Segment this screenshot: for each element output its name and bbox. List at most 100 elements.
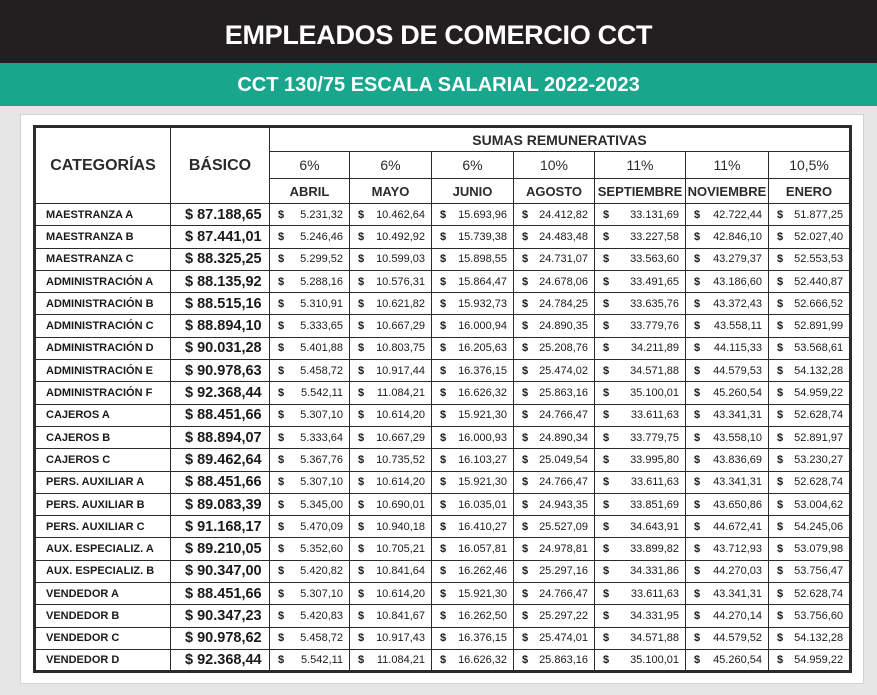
currency-symbol: $ (440, 275, 447, 288)
currency-symbol: $ (440, 253, 447, 266)
basic-salary-cell: $ 88.515,16 (170, 292, 270, 316)
currency-symbol: $ (440, 364, 447, 377)
amount-value: 24.731,07 (539, 253, 588, 266)
currency-symbol: $ (522, 409, 529, 422)
amount-value: 43.341,31 (713, 409, 762, 422)
amount-value: 25.863,16 (539, 654, 588, 667)
currency-symbol: $ (777, 364, 784, 377)
percent-header: 11% (685, 151, 769, 179)
amount-cell: $16.410,27 (431, 515, 514, 539)
amount-cell: $5.458,72 (269, 359, 350, 383)
category-cell: ADMINISTRACIÓN A (34, 269, 171, 294)
amount-value: 10.917,43 (376, 632, 425, 645)
currency-symbol: $ (603, 543, 610, 556)
currency-symbol: $ (777, 230, 784, 243)
currency-symbol: $ (777, 565, 784, 578)
amount-value: 5.345,00 (300, 498, 343, 511)
amount-value: 52.891,99 (794, 320, 844, 333)
currency-symbol: $ (694, 364, 701, 377)
currency-symbol: $ (440, 230, 447, 243)
amount-cell: $10.841,64 (349, 559, 432, 584)
salary-card: CATEGORÍAS BÁSICO SUMAS REMUNERATIVAS 6%… (20, 114, 864, 684)
amount-value: 53.756,47 (794, 565, 844, 578)
amount-value: 53.004,62 (794, 498, 844, 511)
currency-symbol: $ (278, 297, 285, 310)
page-subtitle: CCT 130/75 ESCALA SALARIAL 2022-2023 (0, 63, 877, 106)
amount-cell: $35.100,01 (594, 648, 686, 673)
basic-salary-cell: $ 89.210,05 (170, 537, 270, 561)
currency-symbol: $ (603, 297, 610, 310)
currency-symbol: $ (777, 632, 784, 645)
amount-cell: $43.836,69 (685, 448, 769, 472)
amount-cell: $33.779,76 (594, 314, 686, 338)
amount-cell: $10.621,82 (349, 292, 432, 316)
salary-table: CATEGORÍAS BÁSICO SUMAS REMUNERATIVAS 6%… (33, 125, 853, 674)
currency-symbol: $ (603, 609, 610, 622)
amount-cell: $42.846,10 (685, 225, 769, 249)
amount-value: 5.307,10 (300, 409, 343, 422)
currency-symbol: $ (440, 431, 447, 444)
table-row: ADMINISTRACIÓN A $ 88.135,92 $5.288,16 $10.… (34, 269, 852, 294)
amount-value: 24.978,81 (539, 543, 588, 556)
amount-cell: $44.672,41 (685, 515, 769, 539)
amount-cell: $5.542,11 (269, 381, 350, 405)
currency-symbol: $ (278, 431, 285, 444)
percent-header: 6% (269, 151, 350, 179)
currency-symbol: $ (522, 297, 529, 310)
amount-value: 43.836,69 (713, 453, 762, 466)
amount-value: 43.650,86 (713, 498, 762, 511)
amount-value: 10.599,03 (376, 253, 425, 266)
amount-value: 5.299,52 (300, 253, 343, 266)
currency-symbol: $ (522, 543, 529, 556)
amount-cell: $24.943,35 (513, 492, 595, 517)
amount-value: 10.667,29 (376, 431, 425, 444)
currency-symbol: $ (278, 476, 285, 489)
basic-salary-cell: $ 90.978,63 (170, 359, 270, 383)
table-row: ADMINISTRACIÓN E $ 90.978,63 $5.458,72 $10.… (34, 359, 852, 383)
table-row: AUX. ESPECIALIZ. B $ 90.347,00 $5.420,82 $1… (34, 559, 852, 584)
currency-symbol: $ (603, 453, 610, 466)
amount-value: 10.705,21 (376, 543, 425, 556)
basic-salary-cell: $ 88.451,66 (170, 470, 270, 494)
basic-salary-cell: $ 90.031,28 (170, 336, 270, 361)
amount-cell: $33.611,63 (594, 582, 686, 606)
currency-symbol: $ (358, 342, 365, 355)
currency-symbol: $ (522, 476, 529, 489)
amount-value: 5.231,32 (300, 208, 343, 221)
currency-symbol: $ (777, 253, 784, 266)
currency-symbol: $ (603, 320, 610, 333)
basic-salary-cell: $ 87.188,65 (170, 202, 270, 227)
amount-cell: $52.628,74 (767, 582, 852, 606)
amount-value: 15.921,30 (458, 476, 507, 489)
amount-cell: $5.367,76 (269, 448, 350, 472)
amount-cell: $53.004,62 (767, 492, 852, 517)
currency-symbol: $ (358, 275, 365, 288)
currency-symbol: $ (603, 587, 610, 600)
basic-salary-cell: $ 90.347,23 (170, 604, 270, 628)
currency-symbol: $ (440, 543, 447, 556)
amount-cell: $53.079,98 (767, 537, 852, 561)
amount-cell: $52.891,97 (767, 425, 852, 450)
currency-symbol: $ (603, 253, 610, 266)
amount-cell: $33.635,76 (594, 292, 686, 316)
currency-symbol: $ (603, 632, 610, 645)
amount-cell: $10.705,21 (349, 537, 432, 561)
amount-value: 53.756,60 (794, 609, 844, 622)
amount-value: 25.297,22 (539, 609, 588, 622)
amount-value: 54.132,28 (794, 364, 844, 377)
amount-cell: $24.784,25 (513, 292, 595, 316)
currency-symbol: $ (278, 387, 285, 400)
category-cell: VENDEDOR C (34, 626, 171, 650)
percent-header: 6% (349, 151, 432, 179)
amount-cell: $5.352,60 (269, 537, 350, 561)
currency-symbol: $ (694, 253, 701, 266)
amount-cell: $24.678,06 (513, 269, 595, 294)
amount-cell: $53.568,61 (767, 336, 852, 361)
amount-value: 10.614,20 (376, 476, 425, 489)
amount-cell: $43.341,31 (685, 470, 769, 494)
currency-symbol: $ (603, 431, 610, 444)
currency-symbol: $ (694, 409, 701, 422)
category-cell: VENDEDOR A (34, 582, 171, 606)
table-row: PERS. AUXILIAR B $ 89.083,39 $5.345,00 $10.… (34, 492, 852, 517)
currency-symbol: $ (777, 520, 784, 533)
